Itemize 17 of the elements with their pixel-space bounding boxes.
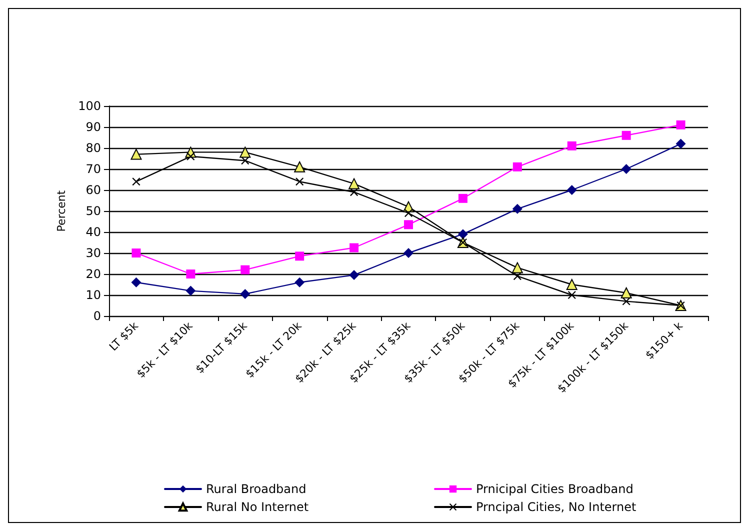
y-tick-label: 70 xyxy=(86,162,101,176)
y-tick-label: 20 xyxy=(86,267,101,281)
y-tick-label: 100 xyxy=(78,99,101,113)
y-tick-label: 0 xyxy=(93,309,101,323)
legend-label: Rural No Internet xyxy=(206,500,309,514)
legend-label: Rural Broadband xyxy=(206,482,306,496)
y-axis-title: Percent xyxy=(55,190,68,232)
y-tick-label: 50 xyxy=(86,204,101,218)
legend-label: Prnicipal Cities Broadband xyxy=(476,482,634,496)
y-tick-label: 40 xyxy=(86,225,101,239)
y-tick-label: 30 xyxy=(86,246,101,260)
y-tick-label: 80 xyxy=(86,141,101,155)
y-tick-label: 90 xyxy=(86,120,101,134)
y-tick-label: 10 xyxy=(86,288,101,302)
y-tick-label: 60 xyxy=(86,183,101,197)
legend-label: Prncipal Cities, No Internet xyxy=(476,500,636,514)
x-tick-label: LT $5k xyxy=(106,318,142,354)
